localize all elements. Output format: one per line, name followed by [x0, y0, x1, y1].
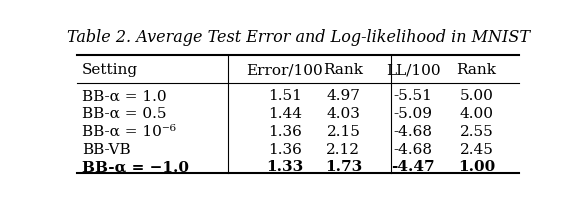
- Text: Rank: Rank: [324, 63, 363, 77]
- Text: 4.00: 4.00: [459, 107, 494, 121]
- Text: 1.33: 1.33: [266, 160, 303, 174]
- Text: -5.09: -5.09: [394, 107, 433, 121]
- Text: 2.15: 2.15: [327, 125, 360, 139]
- Text: BB-α = 0.5: BB-α = 0.5: [81, 107, 166, 121]
- Text: 5.00: 5.00: [460, 89, 494, 103]
- Text: 1.73: 1.73: [325, 160, 362, 174]
- Text: -4.68: -4.68: [394, 143, 433, 157]
- Text: 1.36: 1.36: [268, 143, 301, 157]
- Text: BB-α = 10⁻⁶: BB-α = 10⁻⁶: [81, 125, 176, 139]
- Text: 1.36: 1.36: [268, 125, 301, 139]
- Text: -4.68: -4.68: [394, 125, 433, 139]
- Text: -5.51: -5.51: [394, 89, 433, 103]
- Text: Rank: Rank: [456, 63, 496, 77]
- Text: 1.51: 1.51: [268, 89, 301, 103]
- Text: 2.12: 2.12: [327, 143, 360, 157]
- Text: LL/100: LL/100: [386, 63, 441, 77]
- Text: 2.55: 2.55: [460, 125, 494, 139]
- Text: BB-α = 1.0: BB-α = 1.0: [81, 89, 166, 103]
- Text: BB-VB: BB-VB: [81, 143, 130, 157]
- Text: Setting: Setting: [81, 63, 138, 77]
- Text: 2.45: 2.45: [460, 143, 494, 157]
- Text: Table 2. Average Test Error and Log-likelihood in MNIST: Table 2. Average Test Error and Log-like…: [67, 29, 530, 46]
- Text: 1.00: 1.00: [458, 160, 495, 174]
- Text: -4.47: -4.47: [392, 160, 435, 174]
- Text: Error/100: Error/100: [246, 63, 323, 77]
- Text: BB-α = −1.0: BB-α = −1.0: [81, 160, 189, 174]
- Text: 4.03: 4.03: [327, 107, 360, 121]
- Text: 1.44: 1.44: [268, 107, 301, 121]
- Text: 4.97: 4.97: [327, 89, 360, 103]
